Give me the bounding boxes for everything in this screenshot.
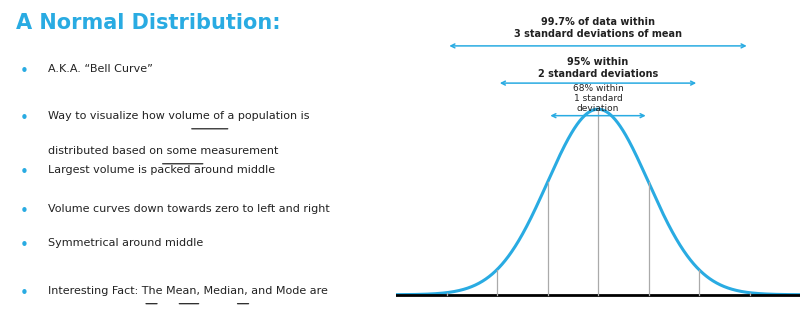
Text: •: • (20, 165, 29, 180)
Text: 68% within
1 standard
deviation: 68% within 1 standard deviation (573, 84, 623, 113)
Text: •: • (20, 238, 29, 253)
Text: A Normal Distribution:: A Normal Distribution: (16, 13, 281, 33)
Text: 95% within
2 standard deviations: 95% within 2 standard deviations (538, 57, 658, 80)
Text: Way to visualize how volume of a ​population​ is: Way to visualize how volume of a ​popula… (47, 111, 309, 121)
Text: Interesting Fact: The ​Mean​, ​Median​, and ​Mode​ are: Interesting Fact: The ​Mean​, ​Median​, … (47, 286, 327, 296)
Text: Symmetrical around middle: Symmetrical around middle (47, 238, 202, 248)
Text: distributed based on some ​measurement​: distributed based on some ​measurement​ (47, 146, 278, 156)
Text: •: • (20, 64, 29, 79)
Text: •: • (20, 204, 29, 218)
Text: •: • (20, 111, 29, 126)
Text: 99.7% of data within
3 standard deviations of mean: 99.7% of data within 3 standard deviatio… (514, 17, 682, 39)
Text: •: • (20, 286, 29, 301)
Text: Largest volume is packed around middle: Largest volume is packed around middle (47, 165, 274, 175)
Text: A.K.A. “Bell Curve”: A.K.A. “Bell Curve” (47, 64, 152, 73)
Text: Volume curves down towards zero to left and right: Volume curves down towards zero to left … (47, 204, 330, 213)
